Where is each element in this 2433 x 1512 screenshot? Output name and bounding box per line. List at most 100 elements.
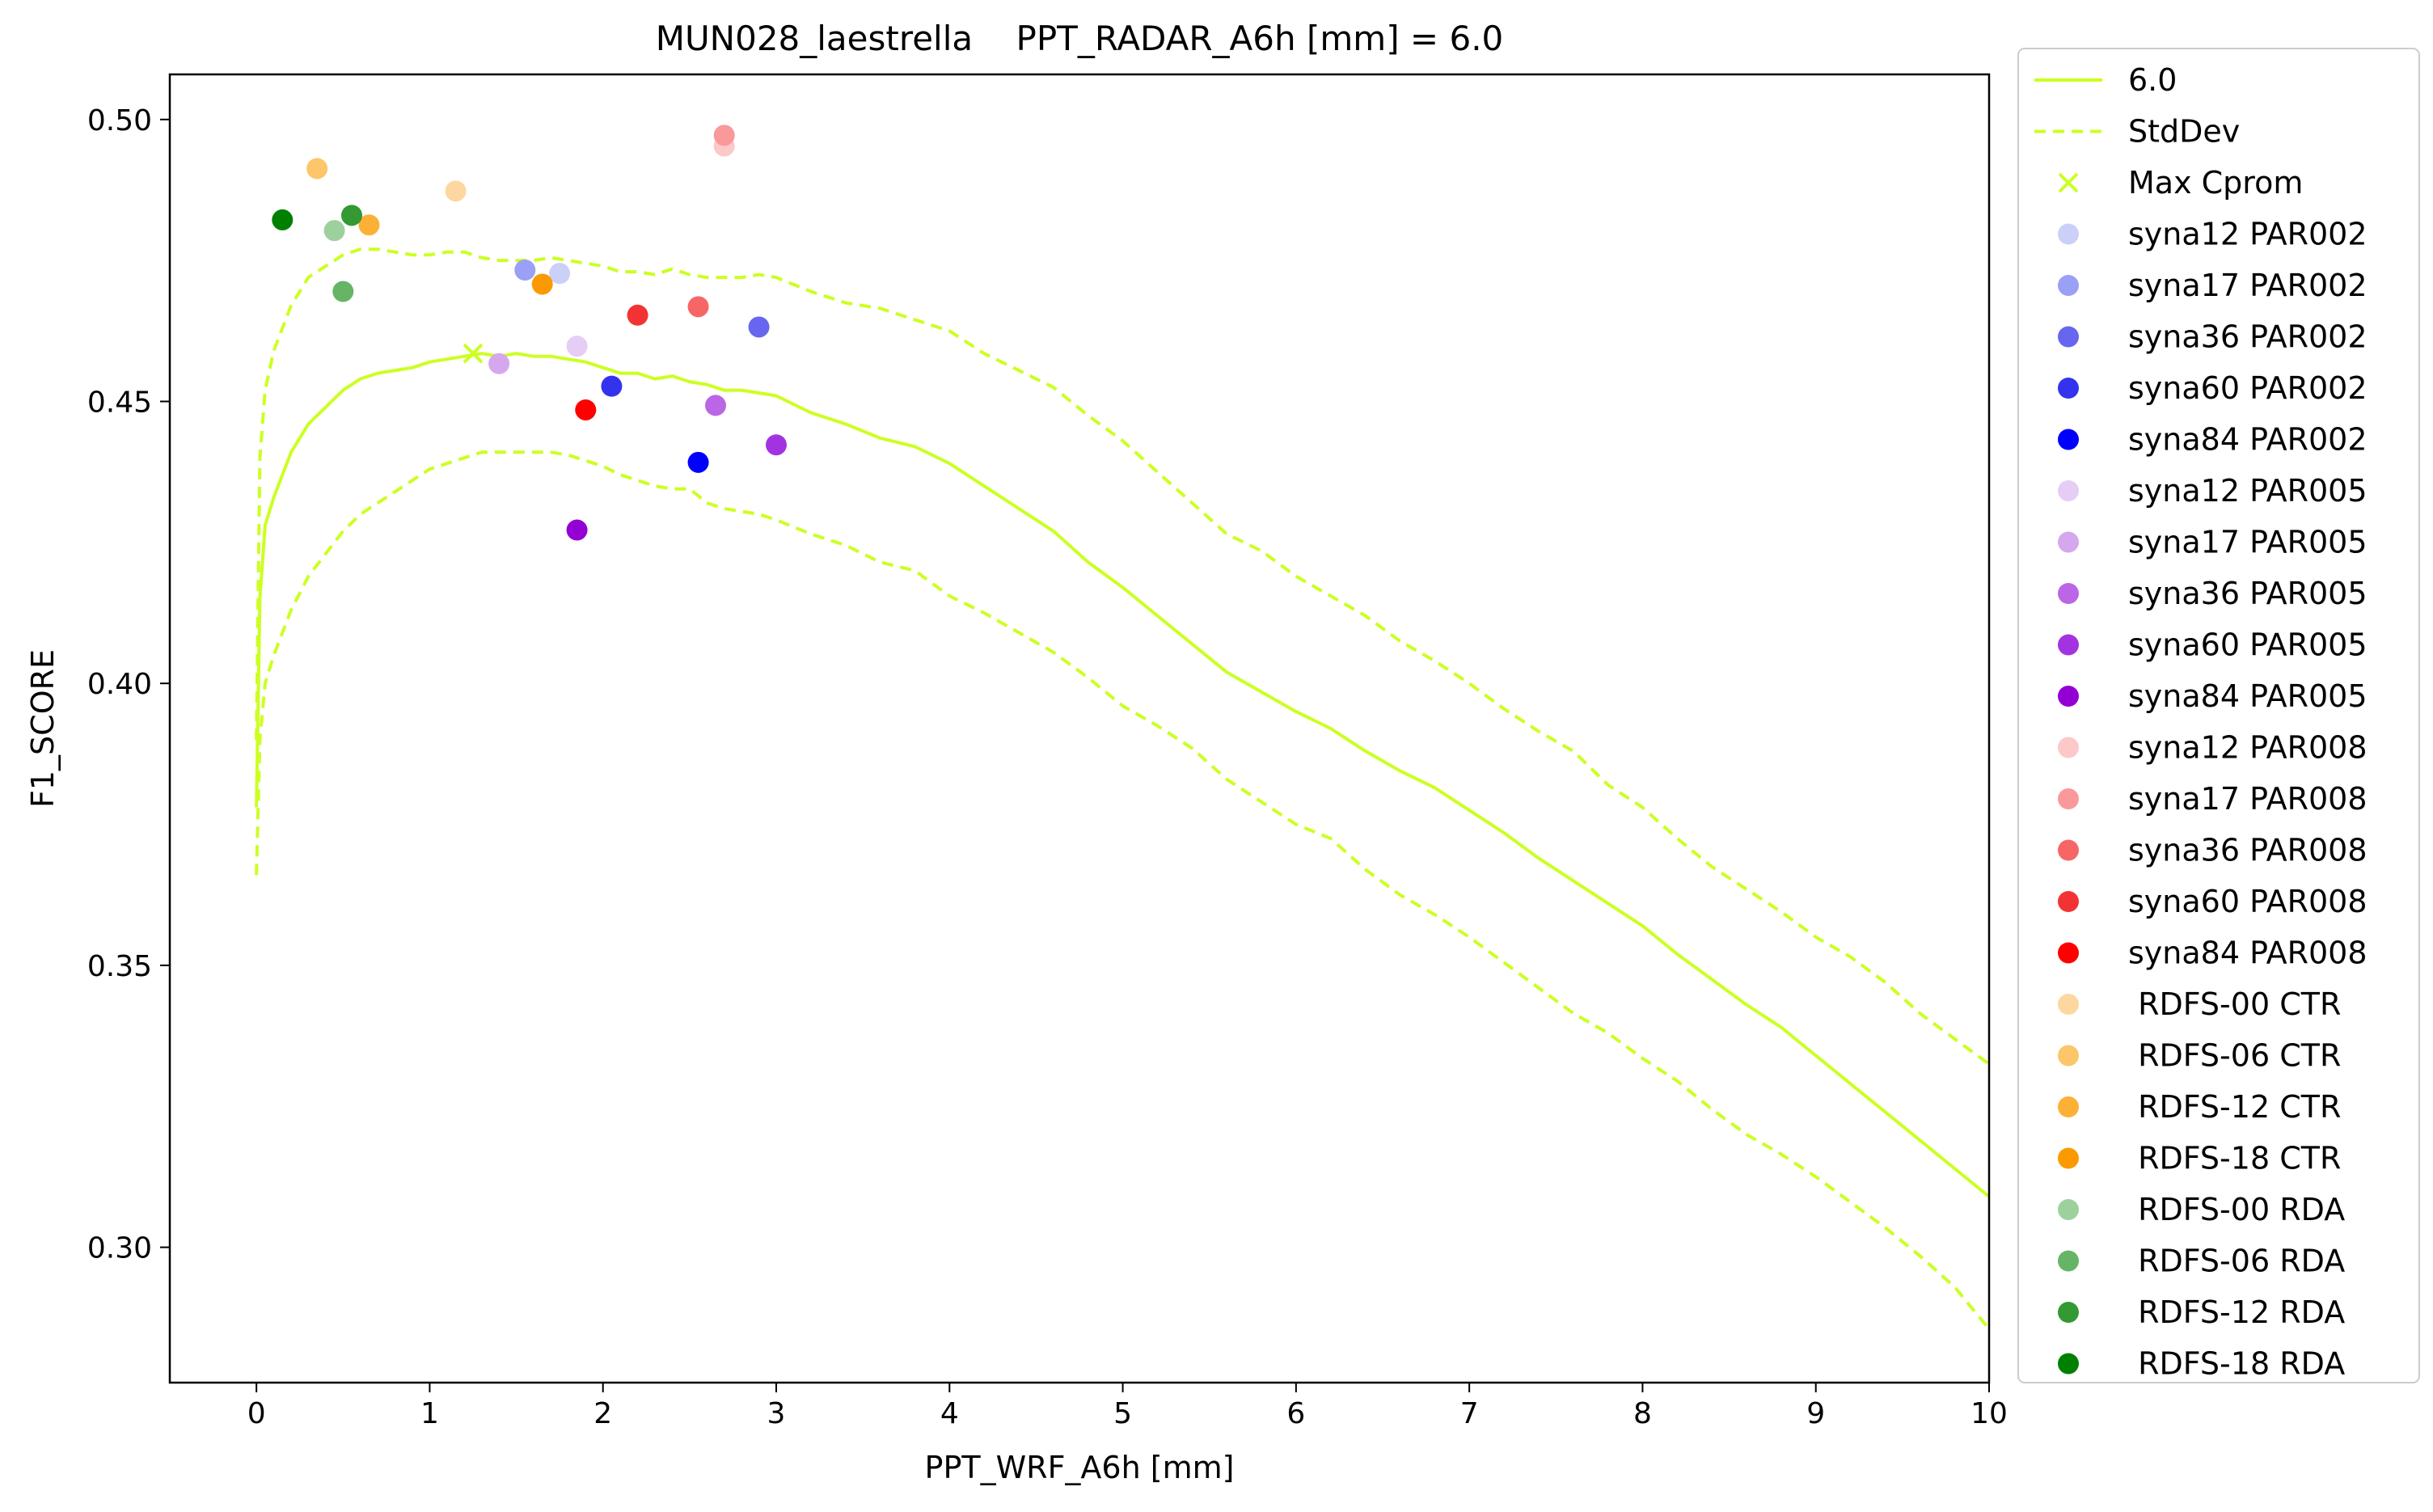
x-axis-label: PPT_WRF_A6h [mm] <box>925 1450 1235 1485</box>
point-syna84-par005 <box>566 519 588 541</box>
scatter-points <box>272 125 787 541</box>
legend-item: RDFS-12 RDA <box>2058 1294 2345 1330</box>
x-tick-label: 9 <box>1806 1397 1825 1430</box>
x-tick-label: 10 <box>1970 1397 2008 1430</box>
legend-item: syna60 PAR002 <box>2058 370 2368 406</box>
legend-item: 6.0 <box>2034 62 2177 98</box>
point-syna17-par002 <box>514 260 536 281</box>
legend-item: syna17 PAR008 <box>2058 781 2368 817</box>
legend-item: syna36 PAR002 <box>2058 319 2368 355</box>
legend-label: syna84 PAR005 <box>2128 678 2368 714</box>
legend-label: RDFS-18 CTR <box>2128 1141 2341 1176</box>
legend: 6.0 StdDev Max Cprom syna12 PAR002 syna17 PA… <box>2017 48 2420 1383</box>
legend-label: syna17 PAR008 <box>2128 781 2368 817</box>
x-tick-label: 1 <box>420 1397 439 1430</box>
legend-label: syna17 PAR002 <box>2128 268 2368 303</box>
legend-item: RDFS-06 CTR <box>2058 1038 2341 1074</box>
legend-item: syna36 PAR008 <box>2058 833 2368 868</box>
plot-frame <box>168 73 1991 1384</box>
legend-label: StdDev <box>2128 114 2240 150</box>
point-syna17-par008 <box>713 125 735 146</box>
y-tick-label: 0.30 <box>87 1232 152 1265</box>
legend-item: syna12 PAR008 <box>2058 730 2368 766</box>
legend-swatch <box>2058 1147 2079 1169</box>
x-tick-label: 5 <box>1113 1397 1132 1430</box>
series-line-2 <box>255 450 1991 1330</box>
legend-label: Max Cprom <box>2128 165 2303 201</box>
point-rdfs-12-rda <box>341 205 362 226</box>
legend-label: syna36 PAR002 <box>2128 319 2368 355</box>
legend-swatch <box>2058 942 2079 964</box>
point-syna60-par005 <box>766 434 787 456</box>
plot-area <box>170 74 1989 1383</box>
legend-label: RDFS-18 RDA <box>2128 1346 2345 1382</box>
legend-item: StdDev <box>2034 114 2240 150</box>
legend-swatch <box>2058 275 2079 296</box>
point-syna84-par008 <box>575 399 597 420</box>
legend-item: RDFS-00 RDA <box>2058 1192 2345 1227</box>
point-rdfs-18-ctr <box>531 273 553 295</box>
legend-item: syna17 PAR005 <box>2058 525 2368 560</box>
legend-swatch <box>2058 531 2079 553</box>
legend-swatch <box>2058 1353 2079 1375</box>
legend-swatch <box>2058 1250 2079 1272</box>
legend-item: RDFS-18 CTR <box>2058 1141 2341 1176</box>
legend-label: syna60 PAR005 <box>2128 627 2368 663</box>
legend-swatch <box>2058 326 2079 348</box>
legend-swatch <box>2058 1045 2079 1066</box>
y-tick-label: 0.50 <box>87 104 152 137</box>
x-tick-label: 4 <box>940 1397 959 1430</box>
legend-swatch <box>2058 583 2079 604</box>
legend-item: RDFS-06 RDA <box>2058 1244 2345 1279</box>
legend-swatch <box>2058 737 2079 758</box>
legend-label: RDFS-00 CTR <box>2128 986 2341 1022</box>
legend-item: RDFS-12 CTR <box>2058 1089 2341 1125</box>
x-tick-label: 0 <box>247 1397 266 1430</box>
x-axis-ticks: 0 1 2 3 4 5 6 7 8 9 10 <box>247 1383 2008 1430</box>
point-syna36-par008 <box>687 296 709 318</box>
series-line-0 <box>255 352 1991 1198</box>
legend-swatch <box>2058 994 2079 1015</box>
x-tick-label: 2 <box>593 1397 612 1430</box>
legend-label: RDFS-12 CTR <box>2128 1089 2341 1125</box>
legend-label: syna17 PAR005 <box>2128 525 2368 560</box>
y-tick-label: 0.45 <box>87 386 152 420</box>
legend-label: syna12 PAR002 <box>2128 217 2368 252</box>
legend-label: RDFS-06 RDA <box>2128 1244 2345 1279</box>
legend-label: syna12 PAR005 <box>2128 473 2368 509</box>
legend-label: 6.0 <box>2128 62 2177 98</box>
legend-swatch <box>2058 891 2079 912</box>
legend-item: syna60 PAR008 <box>2058 884 2368 919</box>
legend-label: syna60 PAR008 <box>2128 884 2368 919</box>
legend-swatch <box>2058 1302 2079 1323</box>
legend-label: RDFS-00 RDA <box>2128 1192 2345 1227</box>
legend-item: syna84 PAR002 <box>2058 422 2368 458</box>
y-tick-label: 0.35 <box>87 950 152 983</box>
x-tick-label: 8 <box>1633 1397 1652 1430</box>
legend-swatch <box>2058 1199 2079 1220</box>
point-rdfs-18-rda <box>272 209 294 230</box>
legend-label: syna36 PAR008 <box>2128 833 2368 868</box>
legend-label: RDFS-12 RDA <box>2128 1294 2345 1330</box>
point-rdfs-06-rda <box>332 281 354 302</box>
legend-label: RDFS-06 CTR <box>2128 1038 2341 1074</box>
legend-label: syna36 PAR005 <box>2128 576 2368 611</box>
legend-swatch <box>2058 686 2079 707</box>
legend-item: syna36 PAR005 <box>2058 576 2368 611</box>
legend-item: RDFS-18 RDA <box>2058 1346 2345 1382</box>
legend-label: syna12 PAR008 <box>2128 730 2368 766</box>
point-rdfs-00-rda <box>323 220 345 242</box>
series-line-1 <box>255 247 1991 1066</box>
legend-item: Max Cprom <box>2058 165 2303 201</box>
point-rdfs-12-ctr <box>358 214 380 236</box>
legend-swatch <box>2058 223 2079 245</box>
y-axis-ticks: 0.30 0.35 0.40 0.45 0.50 <box>87 104 170 1265</box>
legend-label: syna84 PAR008 <box>2128 935 2368 971</box>
point-syna36-par005 <box>705 395 726 416</box>
legend-item: RDFS-00 CTR <box>2058 986 2341 1022</box>
legend-swatch <box>2058 634 2079 656</box>
point-rdfs-00-ctr <box>445 180 467 202</box>
legend-swatch <box>2058 839 2079 861</box>
legend-swatch <box>2058 172 2079 193</box>
